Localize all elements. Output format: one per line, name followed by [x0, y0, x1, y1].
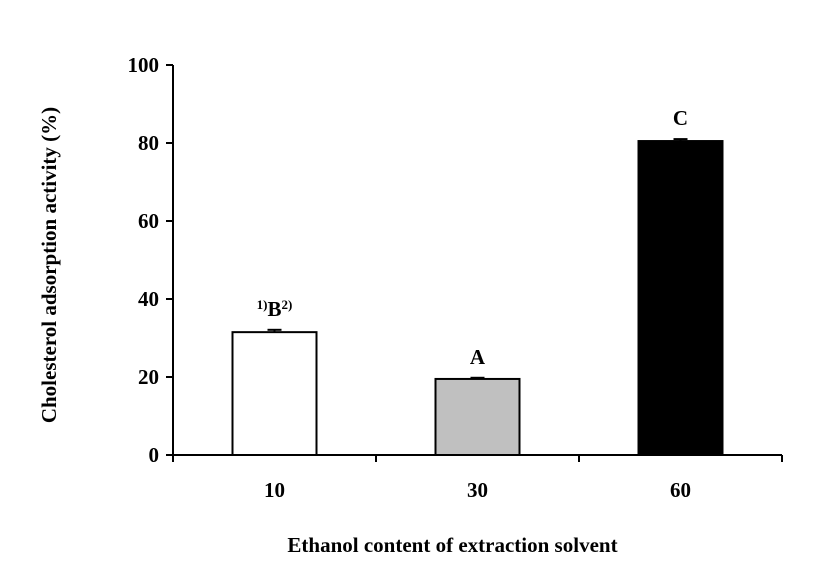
- footnote-marker: 2): [282, 297, 293, 312]
- x-ticks: 10 30 60: [172, 455, 783, 502]
- y-tick-label: 40: [138, 287, 159, 311]
- footnote-marker: 1): [257, 297, 268, 312]
- bar-significance-label: 1)B2): [257, 297, 293, 321]
- y-ticks: 0 20 40 60 80 100: [128, 53, 173, 467]
- y-tick-label: 60: [138, 209, 159, 233]
- y-tick-label: 100: [128, 53, 160, 77]
- significance-letter: B: [267, 297, 281, 321]
- x-axis-title: Ethanol content of extraction solvent: [287, 533, 617, 557]
- x-axis: 10 30 60: [172, 454, 783, 502]
- significance-letter: C: [673, 106, 688, 130]
- y-tick-label: 80: [138, 131, 159, 155]
- x-tick-label: 10: [264, 478, 285, 502]
- y-axis: 0 20 40 60 80 100: [128, 53, 174, 467]
- bar: [637, 140, 724, 457]
- y-tick-label: 20: [138, 365, 159, 389]
- bar-annotations: 1)B2) A C: [257, 106, 688, 369]
- y-axis-title: Cholesterol adsorption activity (%): [37, 107, 61, 423]
- bar: [231, 331, 318, 456]
- significance-letter: A: [470, 345, 486, 369]
- x-tick-label: 30: [467, 478, 488, 502]
- bar-significance-label: A: [470, 345, 486, 369]
- bar: [434, 377, 521, 457]
- x-tick-label: 60: [670, 478, 691, 502]
- bar-significance-label: C: [673, 106, 688, 130]
- y-tick-label: 0: [149, 443, 160, 467]
- bars: [231, 138, 724, 457]
